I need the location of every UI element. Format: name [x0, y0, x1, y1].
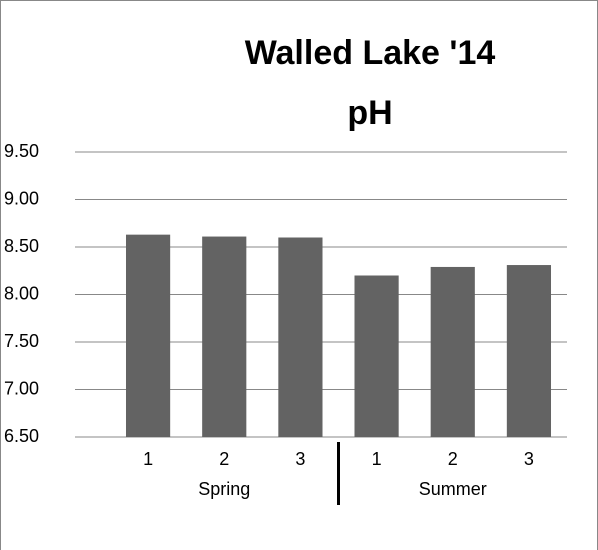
y-tick-label: 9.00	[4, 188, 39, 208]
x-tick-label: 2	[219, 449, 229, 469]
chart-subtitle: pH	[347, 94, 392, 132]
bar	[278, 237, 323, 437]
y-tick-label: 9.50	[4, 141, 39, 161]
x-tick-label: 3	[524, 449, 534, 469]
x-tick-label: 1	[372, 449, 382, 469]
y-tick-label: 7.50	[4, 331, 39, 351]
y-tick-label: 8.00	[4, 283, 39, 303]
bar	[125, 234, 171, 437]
y-tick-label: 6.50	[4, 426, 39, 446]
chart-title: Walled Lake '14	[245, 34, 496, 72]
bar	[354, 275, 399, 437]
y-tick-label: 8.50	[4, 236, 39, 256]
group-label: Spring	[198, 479, 250, 499]
bar	[506, 265, 552, 437]
bar	[202, 236, 247, 437]
x-tick-label: 3	[295, 449, 305, 469]
x-tick-label: 2	[448, 449, 458, 469]
x-tick-label: 1	[143, 449, 153, 469]
bar	[430, 266, 475, 437]
group-label: Summer	[419, 479, 487, 499]
y-tick-label: 7.00	[4, 378, 39, 398]
